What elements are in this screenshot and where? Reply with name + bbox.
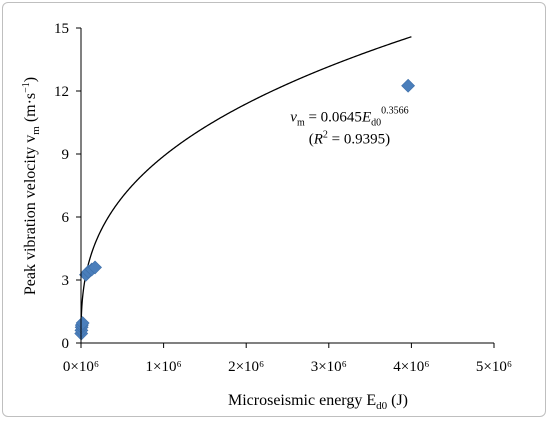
x-axis-title: Microseismic energy Ed0 (J) xyxy=(228,392,408,412)
x-tick-label: 3×10⁶ xyxy=(311,359,347,375)
y-tick-label: 15 xyxy=(54,21,69,37)
data-point xyxy=(88,260,102,275)
x-tick-label: 4×10⁶ xyxy=(393,359,429,375)
axes-layer: 0 3 6 9 12 15 0×10⁶ 1×10⁶ 2×10⁶ 3×10⁶ 4×10⁶ 5×10⁶ xyxy=(54,21,512,375)
y-tick-label: 9 xyxy=(62,147,70,163)
chart-frame xyxy=(2,2,546,417)
data-point xyxy=(75,316,90,330)
x-tick-label: 5×10⁶ xyxy=(476,359,512,375)
fit-equation-annotation: vm = 0.0645Ed00.3566 (R2 = 0.9395) xyxy=(290,105,408,147)
y-axis-title: Peak vibration velocity vm (m·s−1) xyxy=(21,77,42,295)
points-layer xyxy=(74,78,416,341)
x-tick-label: 0×10⁶ xyxy=(63,359,99,375)
fit-curve-layer xyxy=(80,36,412,331)
fit-equation: vm = 0.0645Ed00.3566 xyxy=(290,105,408,128)
x-tick-label: 2×10⁶ xyxy=(228,359,264,375)
y-tick-label: 6 xyxy=(62,210,70,226)
y-tick-label: 3 xyxy=(62,273,70,289)
data-point xyxy=(401,78,416,93)
y-tick-label: 0 xyxy=(62,336,70,352)
y-tick-label: 12 xyxy=(54,84,69,100)
x-tick-label: 1×10⁶ xyxy=(145,359,181,375)
fit-r-squared: (R2 = 0.9395) xyxy=(309,129,390,147)
fit-curve xyxy=(80,36,412,331)
